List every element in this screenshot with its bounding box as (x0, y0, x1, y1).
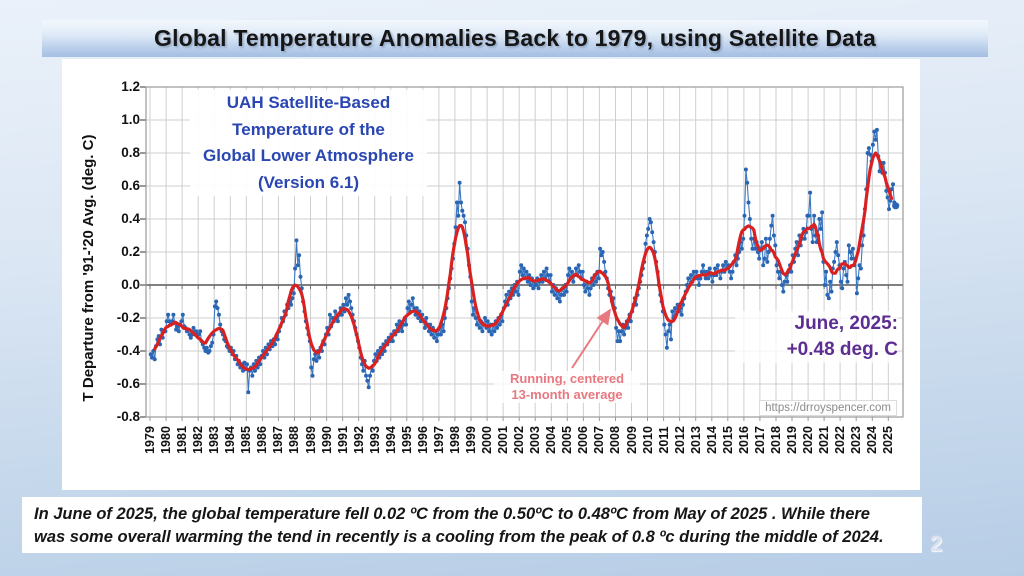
x-tick-label: 2011 (657, 426, 671, 454)
x-tick-label: 2007 (592, 426, 606, 454)
y-tick-label: 1.2 (121, 79, 140, 94)
x-tick-label: 1996 (416, 426, 430, 454)
x-tick-label: 1992 (352, 426, 366, 454)
x-tick-label: 1987 (271, 426, 285, 454)
running-average-label: Running, centered 13-month average (494, 371, 640, 403)
x-tick-label: 2001 (496, 426, 510, 454)
x-tick-label: 1981 (175, 426, 189, 454)
y-tick-label: 0.6 (121, 178, 140, 193)
x-tick-label: 2006 (576, 426, 590, 454)
y-tick-label: -0.4 (116, 343, 140, 358)
slide-title-band: Global Temperature Anomalies Back to 197… (42, 20, 988, 57)
caption-box: In June of 2025, the global temperature … (22, 497, 922, 553)
x-tick-label: 1982 (191, 426, 205, 454)
y-tick-label: 0.4 (121, 211, 140, 226)
x-tick-label: 1990 (320, 426, 334, 454)
caption-line1: In June of 2025, the global temperature … (34, 505, 870, 523)
x-tick-label: 1980 (159, 426, 173, 454)
x-tick-label: 2016 (737, 426, 751, 454)
x-tick-label: 2019 (785, 426, 799, 454)
running-average-line2: 13-month average (511, 387, 623, 402)
x-tick-label: 1995 (400, 426, 414, 454)
running-average-arrow (571, 308, 612, 369)
x-tick-label: 1991 (336, 426, 350, 454)
y-tick-label: -0.2 (116, 310, 140, 325)
y-tick-label: -0.8 (116, 409, 140, 424)
x-tick-label: 1983 (207, 426, 221, 454)
x-tick-label: 2018 (769, 426, 783, 454)
running-average-series (153, 151, 894, 371)
x-tick-label: 2014 (705, 426, 719, 454)
y-tick-label: 0.0 (121, 277, 140, 292)
chart-title-line: Temperature of the (232, 119, 385, 139)
x-tick-label: 2010 (641, 426, 655, 454)
running-average-line1: Running, centered (509, 371, 625, 386)
x-tick-label: 1997 (432, 426, 446, 454)
x-tick-label: 2013 (689, 426, 703, 454)
chart-title-line: UAH Satellite-Based (226, 93, 391, 112)
x-tick-label: 2023 (849, 426, 863, 454)
x-tick-label: 1994 (384, 426, 398, 454)
caption-line2: was some overall warming the tend in rec… (34, 528, 884, 546)
june-2025-line1: June, 2025: (794, 313, 899, 334)
chart-title-line: (Version 6.1) (257, 172, 360, 192)
x-tick-label: 2003 (528, 426, 542, 454)
x-tick-label: 1999 (464, 426, 478, 454)
x-tick-label: 2000 (480, 426, 494, 454)
slide-title: Global Temperature Anomalies Back to 197… (154, 25, 876, 51)
y-tick-label: 0.2 (121, 244, 140, 259)
y-tick-label: 0.8 (121, 145, 140, 160)
chart-title: UAH Satellite-Based Temperature of the G… (190, 90, 427, 196)
x-tick-label: 1979 (143, 426, 157, 454)
x-tick-label: 1984 (223, 426, 237, 454)
x-tick-label: 2012 (673, 426, 687, 454)
x-tick-label: 2022 (833, 426, 847, 454)
x-tick-label: 2021 (817, 426, 831, 454)
x-tick-label: 1998 (448, 426, 462, 454)
x-tick-label: 2015 (721, 426, 735, 454)
x-tick-label: 2017 (753, 426, 767, 454)
x-tick-label: 2005 (560, 426, 574, 454)
x-tick-label: 2008 (608, 426, 622, 454)
y-tick-label: -0.6 (116, 376, 140, 391)
y-tick-label: 1.0 (121, 112, 140, 127)
x-tick-label: 2002 (512, 426, 526, 454)
x-tick-label: 2024 (865, 426, 879, 454)
x-tick-label: 2004 (544, 426, 558, 454)
x-tick-label: 2025 (881, 426, 895, 454)
x-tick-label: 1986 (255, 426, 269, 454)
x-tick-label: 1989 (304, 426, 318, 454)
chart-title-line: Global Lower Atmosphere (203, 146, 414, 165)
x-tick-label: 1993 (368, 426, 382, 454)
x-tick-label: 2009 (625, 426, 639, 454)
june-2025-annotation: June, 2025: +0.48 deg. C (735, 311, 898, 363)
page-number: 2 (930, 531, 943, 556)
source-url: https://drroyspencer.com (759, 400, 897, 416)
x-tick-label: 2020 (801, 426, 815, 454)
x-tick-label: 1988 (287, 426, 301, 454)
x-tick-label: 1985 (239, 426, 253, 454)
june-2025-line2: +0.48 deg. C (786, 339, 898, 360)
